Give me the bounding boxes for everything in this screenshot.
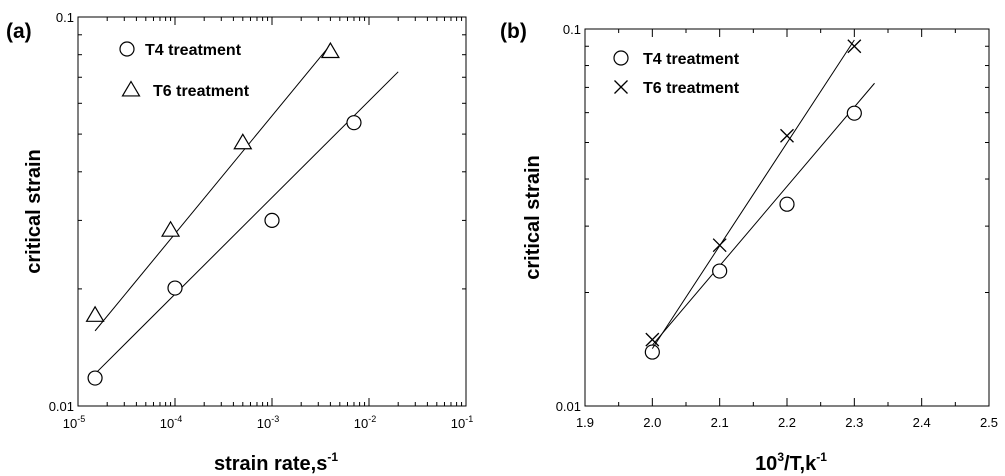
fit-line [651,82,875,346]
x-tick-label: 10-4 [160,414,182,431]
x-axis-title-text: strain rate,s [214,453,327,475]
data-point [167,280,183,296]
data-point [847,39,862,54]
x-tick-base: 10 [451,416,465,431]
x-tick-label: 10-5 [63,414,85,431]
legend-marker [119,41,135,57]
series-circle [644,82,875,360]
x-tick-label: 10-3 [257,414,279,431]
data-point [712,238,727,253]
data-point [233,133,253,150]
x-axis-title-text: 10 [755,453,777,475]
x-tick-base: 10 [63,416,77,431]
x-tick-exponent: -3 [271,414,279,424]
y-tick-label: 0.1 [56,10,74,25]
legend-label: T4 treatment [145,42,242,59]
y-axis-title: critical strain [522,155,544,280]
y-tick-label: 0.01 [49,399,74,414]
series-triangle [85,41,340,332]
y-tick-label: 0.01 [556,399,581,414]
x-tick-exponent: -2 [368,414,376,424]
series-circle [87,71,399,386]
x-axis-title: strain rate,s-1 [214,450,338,475]
legend-label: T4 treatment [643,51,740,68]
x-tick-label: 2.2 [778,415,796,430]
x-tick-label: 10-1 [451,414,473,431]
x-tick-exponent: -1 [465,414,473,424]
panel-label: (b) [500,20,527,43]
data-point [346,115,362,131]
y-axis-title: critical strain [23,149,45,274]
x-axis-title-suffix: /T,k [784,453,817,475]
x-tick-label: 2.4 [913,415,931,430]
plot-frame [77,16,467,407]
data-point [780,128,794,143]
x-axis-title-sup: 3 [777,450,784,464]
legend-marker [121,80,141,97]
data-point [712,263,728,279]
x-axis-title-sup: -1 [327,450,338,464]
x-tick-label: 1.9 [576,415,594,430]
legend-label: T6 treatment [153,83,250,100]
data-point [320,41,340,59]
data-point [161,220,181,237]
x-axis-title: 103/T,k-1 [755,450,827,475]
data-point [85,305,105,322]
x-tick-base: 10 [354,416,368,431]
data-point [846,105,862,121]
x-tick-base: 10 [257,416,271,431]
chart-panel-b: 0.01 0.1 1.9 2.0 2.1 2.2 2.3 2.4 2.5 103/T,k-1 cri… [500,20,998,475]
fit-line [94,44,331,332]
x-tick-exponent: -4 [174,414,182,424]
data-point [87,370,103,386]
x-tick-label: 2.5 [980,415,998,430]
x-tick-exponent: -5 [77,414,85,424]
fit-line [651,39,855,349]
x-tick-label: 10-2 [354,414,376,431]
legend-marker [613,50,629,66]
x-tick-label: 2.3 [845,415,863,430]
panel-label: (a) [6,20,32,43]
x-tick-label: 2.0 [643,415,661,430]
legend-label: T6 treatment [643,80,740,97]
y-tick-label: 0.1 [563,22,581,37]
x-axis-title-suffix-sup: -1 [816,450,827,464]
data-point [779,196,795,212]
legend-marker [614,80,628,94]
x-tick-base: 10 [160,416,174,431]
data-point [264,212,280,228]
series-x [645,39,862,349]
x-tick-label: 2.1 [711,415,729,430]
data-point [644,344,660,360]
data-point [645,332,660,347]
